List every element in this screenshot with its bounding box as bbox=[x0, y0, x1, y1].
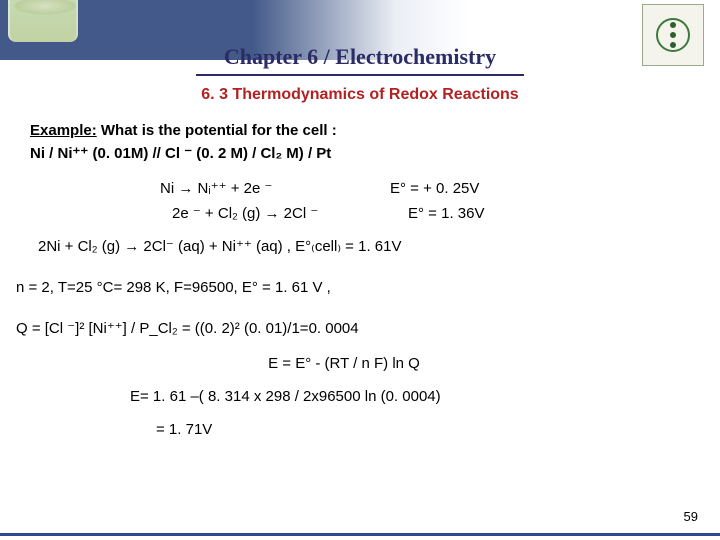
example-label: Example: bbox=[30, 122, 97, 139]
title-underline bbox=[196, 74, 524, 76]
half-reaction-eq: Ni → Nᵢ⁺⁺ + 2e ⁻ bbox=[160, 178, 390, 199]
half-reaction-eq: 2e ⁻ + Cl₂ (g) → 2Cl ⁻ bbox=[160, 203, 390, 224]
beaker-decoration bbox=[8, 0, 78, 42]
nernst-substituted: E= 1. 61 –( 8. 314 x 298 / 2x96500 ln (0… bbox=[130, 386, 698, 407]
content-area: Example: What is the potential for the c… bbox=[30, 120, 698, 440]
nernst-formula: E = E° - (RT / n F) ln Q bbox=[30, 353, 698, 374]
q-expression: Q = [Cl ⁻]² [Ni⁺⁺] / P_Cl₂ = ((0. 2)² (0… bbox=[16, 318, 698, 339]
overall-reaction: 2Ni + Cl₂ (g) → 2Cl⁻ (aq) + Ni⁺⁺ (aq) , … bbox=[38, 236, 698, 257]
page-number: 59 bbox=[684, 509, 698, 524]
half-reaction-potential: E° = + 0. 25V bbox=[390, 178, 479, 199]
slide: Chapter 6 / Electrochemistry 6. 3 Thermo… bbox=[0, 0, 720, 540]
chapter-title: Chapter 6 / Electrochemistry bbox=[0, 44, 720, 70]
cell-notation: Ni / Ni⁺⁺ (0. 01M) // Cl ⁻ (0. 2 M) / Cl… bbox=[30, 143, 698, 164]
final-answer: = 1. 71V bbox=[156, 419, 698, 440]
section-title: 6. 3 Thermodynamics of Redox Reactions bbox=[0, 86, 720, 104]
half-reaction-row: 2e ⁻ + Cl₂ (g) → 2Cl ⁻ E° = 1. 36V bbox=[160, 203, 698, 224]
bottom-rule bbox=[0, 533, 720, 536]
half-reaction-potential: E° = 1. 36V bbox=[390, 203, 484, 224]
title-area: Chapter 6 / Electrochemistry bbox=[0, 44, 720, 76]
half-reactions: Ni → Nᵢ⁺⁺ + 2e ⁻ E° = + 0. 25V 2e ⁻ + Cl… bbox=[160, 178, 698, 224]
half-reaction-row: Ni → Nᵢ⁺⁺ + 2e ⁻ E° = + 0. 25V bbox=[160, 178, 698, 199]
parameters-line: n = 2, T=25 °C= 298 K, F=96500, E° = 1. … bbox=[16, 277, 698, 298]
example-question-text: What is the potential for the cell : bbox=[101, 122, 337, 139]
example-question: Example: What is the potential for the c… bbox=[30, 120, 698, 141]
